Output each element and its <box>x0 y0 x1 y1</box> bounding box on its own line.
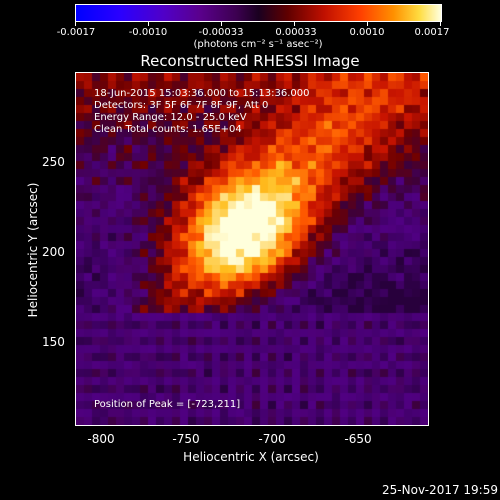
colorbar-label: 0.0010 <box>349 27 385 38</box>
x-axis-label: Heliocentric X (arcsec) <box>183 450 319 464</box>
colorbar-tick-2 <box>221 21 222 26</box>
colorbar-label: -0.0010 <box>128 27 168 38</box>
plot-area: 18-Jun-2015 15:03:36.000 to 15:13:36.000… <box>75 72 429 426</box>
colorbar-tick-3 <box>294 21 295 26</box>
colorbar-label: 0.0017 <box>414 27 450 38</box>
colorbar-label: -0.00033 <box>198 27 244 38</box>
detectors-text: Detectors: 3F 5F 6F 7F 8F 9F, Att 0 <box>94 100 269 111</box>
method-counts-text: Clean Total counts: 1.65E+04 <box>94 124 242 135</box>
colorbar-tick-4 <box>367 21 368 26</box>
time-range-text: 18-Jun-2015 15:03:36.000 to 15:13:36.000 <box>94 88 310 99</box>
colorbar <box>75 4 442 22</box>
x-tick-label: -700 <box>258 432 286 446</box>
peak-position-text: Position of Peak = [-723,211] <box>94 399 241 410</box>
colorbar-tick-1 <box>148 21 149 26</box>
x-tick-label: -650 <box>344 432 372 446</box>
colorbar-units: (photons cm⁻² s⁻¹ asec⁻²) <box>193 39 323 50</box>
colorbar-label: -0.0017 <box>56 27 96 38</box>
colorbar-label: 0.00033 <box>275 27 317 38</box>
x-tick-label: -800 <box>87 432 115 446</box>
x-tick-label: -750 <box>172 432 200 446</box>
colorbar-tick-5 <box>440 21 441 26</box>
energy-range-text: Energy Range: 12.0 - 25.0 keV <box>94 112 247 123</box>
image-title: Reconstructed RHESSI Image <box>140 52 360 70</box>
timestamp: 25-Nov-2017 19:59 <box>382 483 498 497</box>
y-tick-label: 150 <box>42 335 65 349</box>
colorbar-tick-0 <box>75 21 76 26</box>
y-tick-label: 250 <box>42 155 65 169</box>
y-tick-label: 200 <box>42 245 65 259</box>
rhessi-image <box>76 73 428 425</box>
y-axis-label: Heliocentric Y (arcsec) <box>26 182 40 318</box>
